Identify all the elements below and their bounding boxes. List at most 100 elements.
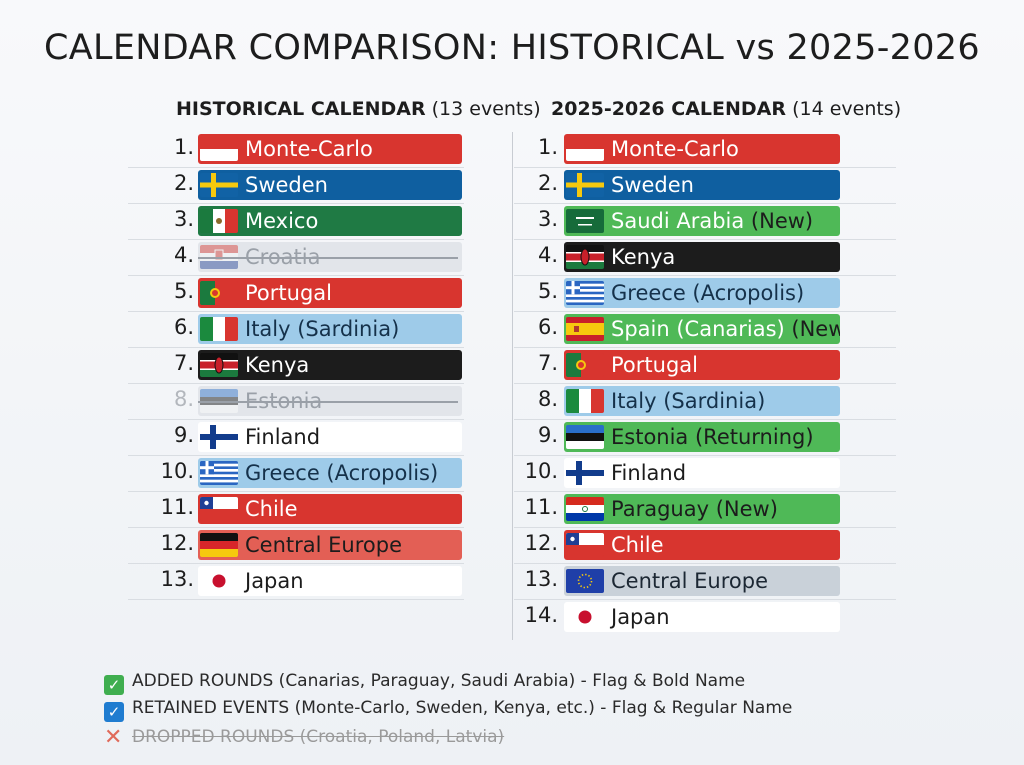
upcoming-row: 1. Monte-Carlo [514, 132, 896, 168]
event-bar: Sweden [564, 170, 840, 200]
new-badge: (New) [744, 209, 814, 233]
round-number: 1. [173, 135, 194, 159]
upcoming-row: 8. Italy (Sardinia) [514, 384, 896, 420]
historical-row: 10. Greece (Acropolis) [128, 456, 464, 492]
historical-count: (13 events) [431, 98, 541, 120]
event-name: Estonia [611, 425, 689, 449]
upcoming-row: 14. Japan [514, 600, 896, 636]
mexico-flag-icon [200, 209, 238, 233]
portugal-flag-icon [566, 353, 604, 377]
round-number: 7. [537, 351, 558, 375]
historical-row: 13. Japan [128, 564, 464, 600]
upcoming-column-heading: 2025-2026 CALENDAR (14 events) [551, 98, 901, 120]
round-number: 9. [537, 423, 558, 447]
returning-badge: (Returning) [688, 425, 814, 449]
upcoming-row: 10. Finland [514, 456, 896, 492]
round-number: 12. [524, 531, 558, 555]
germany-flag-icon [200, 533, 238, 557]
upcoming-row-added: 6. Spain (Canarias) (New) [514, 312, 896, 348]
event-name: Kenya [611, 245, 676, 269]
round-number: 10. [160, 459, 194, 483]
event-bar: Japan [564, 602, 840, 632]
italy-flag-icon [200, 317, 238, 341]
round-number: 6. [173, 315, 194, 339]
legend-retained: ✓ RETAINED EVENTS (Monte-Carlo, Sweden, K… [104, 698, 792, 722]
historical-row: 12. Central Europe [128, 528, 464, 564]
event-bar: Monte-Carlo [564, 134, 840, 164]
upcoming-row-returning: 9. Estonia (Returning) [514, 420, 896, 456]
event-name: Greece (Acropolis) [245, 461, 439, 485]
event-name-group: Spain (Canarias) (New) [611, 317, 840, 341]
event-bar: Chile [198, 494, 462, 524]
event-bar: Sweden [198, 170, 462, 200]
event-bar: Kenya [564, 242, 840, 272]
round-number: 12. [160, 531, 194, 555]
event-name-group: Estonia (Returning) [611, 425, 814, 449]
event-name: Paraguay [611, 497, 710, 521]
event-bar: Central Europe [564, 566, 840, 596]
spain-flag-icon [566, 317, 604, 341]
event-name: Finland [245, 425, 321, 449]
historical-row: 5. Portugal [128, 276, 464, 312]
upcoming-row: 7. Portugal [514, 348, 896, 384]
chile-flag-icon [200, 497, 238, 521]
historical-row-dropped: 4. Croatia [128, 240, 464, 276]
upcoming-row: 13. Central Europe [514, 564, 896, 600]
event-bar-dropped: Croatia [198, 242, 462, 272]
event-bar: Italy (Sardinia) [564, 386, 840, 416]
round-number: 5. [173, 279, 194, 303]
monaco-flag-icon [566, 137, 604, 161]
greece-flag-icon [566, 281, 604, 305]
event-name: Portugal [611, 353, 698, 377]
event-name: Italy (Sardinia) [245, 317, 400, 341]
legend-added-text: ADDED ROUNDS (Canarias, Paraguay, Saudi … [132, 671, 746, 691]
chile-flag-icon [566, 533, 604, 557]
event-name: Saudi Arabia [611, 209, 745, 233]
japan-flag-icon [200, 569, 238, 593]
round-number: 8. [173, 387, 194, 411]
round-number: 3. [173, 207, 194, 231]
upcoming-row: 12. Chile [514, 528, 896, 564]
historical-row: 9. Finland [128, 420, 464, 456]
column-divider [512, 132, 513, 640]
event-name: Japan [611, 605, 670, 629]
event-bar: Central Europe [198, 530, 462, 560]
event-name: Sweden [245, 173, 328, 197]
event-bar: Finland [198, 422, 462, 452]
japan-flag-icon [566, 605, 604, 629]
paraguay-flag-icon [566, 497, 604, 521]
round-number: 13. [160, 567, 194, 591]
event-bar: Greece (Acropolis) [564, 278, 840, 308]
round-number: 1. [537, 135, 558, 159]
event-name: Mexico [245, 209, 319, 233]
event-bar-returning: Estonia (Returning) [564, 422, 840, 452]
event-name: Finland [611, 461, 687, 485]
event-bar: Greece (Acropolis) [198, 458, 462, 488]
upcoming-count: (14 events) [792, 98, 902, 120]
event-name: Italy (Sardinia) [611, 389, 766, 413]
historical-row: 7. Kenya [128, 348, 464, 384]
historical-row: 2. Sweden [128, 168, 464, 204]
event-name: Monte-Carlo [245, 137, 373, 161]
round-number: 5. [537, 279, 558, 303]
event-bar: Kenya [198, 350, 462, 380]
green-check-icon: ✓ [104, 675, 124, 695]
event-bar: Finland [564, 458, 840, 488]
historical-row: 6. Italy (Sardinia) [128, 312, 464, 348]
event-bar-added: Saudi Arabia (New) [564, 206, 840, 236]
round-number: 3. [537, 207, 558, 231]
legend-dropped: ✕ DROPPED ROUNDS (Croatia, Poland, Latvia… [104, 725, 504, 750]
historical-column-heading: HISTORICAL CALENDAR (13 events) [176, 98, 541, 120]
kenya-flag-icon [566, 245, 604, 269]
event-bar: Portugal [198, 278, 462, 308]
page-title: CALENDAR COMPARISON: HISTORICAL vs 2025-… [44, 28, 980, 68]
event-name: Chile [245, 497, 298, 521]
monaco-flag-icon [200, 137, 238, 161]
round-number: 4. [537, 243, 558, 267]
upcoming-heading: 2025-2026 CALENDAR [551, 98, 787, 120]
legend-added: ✓ ADDED ROUNDS (Canarias, Paraguay, Saudi… [104, 671, 745, 695]
event-bar: Chile [564, 530, 840, 560]
event-name-group: Saudi Arabia (New) [611, 209, 813, 233]
new-badge: (New) [709, 497, 778, 521]
round-number: 14. [524, 603, 558, 627]
